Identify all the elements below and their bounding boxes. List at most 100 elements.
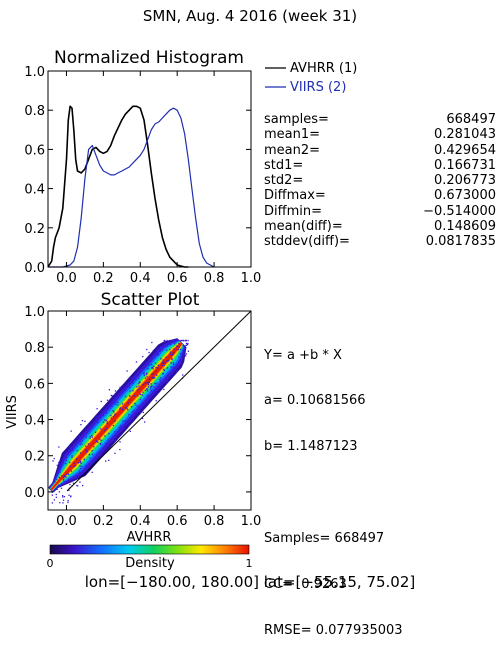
density-speck xyxy=(85,445,87,447)
density-speck xyxy=(151,377,153,379)
density-speck xyxy=(89,457,91,459)
density-speck xyxy=(143,372,145,374)
fit-equation: Y= a +b * X xyxy=(264,347,342,363)
density-speck xyxy=(175,370,177,372)
density-speck xyxy=(79,460,81,462)
density-speck xyxy=(71,456,73,458)
density-speck xyxy=(96,440,98,442)
density-speck xyxy=(148,351,150,354)
density-speck xyxy=(137,395,139,397)
density-speck xyxy=(83,432,85,434)
density-speck xyxy=(173,339,175,342)
density-speck xyxy=(136,372,139,375)
density-speck xyxy=(144,377,147,379)
density-speck xyxy=(172,366,174,369)
density-speck xyxy=(135,404,137,406)
stat-value: 0.673000 xyxy=(433,188,496,204)
histogram-ytick-label: 0.0 xyxy=(24,261,45,276)
density-speck xyxy=(128,399,130,401)
density-speck xyxy=(126,407,128,410)
density-speck xyxy=(162,345,164,347)
stat-value: 668497 xyxy=(446,112,496,127)
density-speck xyxy=(150,385,153,388)
density-speck xyxy=(141,394,144,396)
density-speck xyxy=(159,378,161,381)
density-speck xyxy=(65,459,68,462)
density-speck xyxy=(154,392,156,394)
figure: SMN, Aug. 4 2016 (week 31) Normalized Hi… xyxy=(5,7,357,571)
density-speck xyxy=(181,356,183,358)
density-speck xyxy=(184,339,186,342)
density-speck xyxy=(73,465,75,468)
density-speck xyxy=(57,484,60,486)
density-speck xyxy=(119,425,121,427)
density-speck xyxy=(67,500,69,502)
density-speck xyxy=(81,465,83,468)
density-speck xyxy=(161,381,163,383)
stat-label: std1= xyxy=(264,157,304,173)
density-speck xyxy=(114,390,117,392)
density-speck xyxy=(55,496,57,498)
fit-cc: CC= 0.9263 xyxy=(264,577,347,593)
density-speck xyxy=(164,345,166,348)
density-speck xyxy=(141,417,144,420)
density-speck xyxy=(106,422,108,424)
density-speck xyxy=(60,487,63,489)
density-speck xyxy=(170,366,172,368)
density-speck xyxy=(179,352,182,355)
scatter-xlabel: AVHRR xyxy=(127,530,172,545)
density-speck xyxy=(74,464,77,467)
density-speck xyxy=(124,420,127,422)
density-speck xyxy=(176,339,179,342)
histogram-frame xyxy=(47,70,252,268)
density-speck xyxy=(59,485,61,487)
density-speck xyxy=(171,358,173,360)
density-speck xyxy=(63,496,66,498)
density-speck xyxy=(175,341,177,343)
density-speck xyxy=(171,374,173,376)
stat-value: −0.514000 xyxy=(423,203,496,219)
density-speck xyxy=(154,377,156,379)
density-speck xyxy=(137,405,139,408)
density-speck xyxy=(182,339,184,342)
density-speck xyxy=(170,339,172,342)
density-speck xyxy=(75,477,77,479)
density-speck xyxy=(147,390,149,392)
density-speck xyxy=(80,467,82,470)
density-speck xyxy=(120,430,122,432)
density-speck xyxy=(152,368,154,370)
density-speck xyxy=(94,431,97,433)
density-speck xyxy=(166,345,168,347)
density-speck xyxy=(163,368,165,370)
density-speck xyxy=(164,362,166,364)
colorbar-label: Density xyxy=(125,556,175,571)
density-speck xyxy=(165,356,167,358)
density-speck xyxy=(187,339,189,342)
density-speck xyxy=(162,359,164,361)
scatter-xtick-label: 0.4 xyxy=(130,514,151,529)
stat-value: 0.206773 xyxy=(433,173,496,189)
density-speck xyxy=(155,382,157,384)
density-speck xyxy=(148,381,150,384)
density-speck xyxy=(99,454,101,456)
density-speck xyxy=(53,511,54,512)
density-speck xyxy=(151,341,153,344)
density-speck xyxy=(138,377,140,380)
density-speck xyxy=(102,410,104,412)
density-speck xyxy=(129,395,131,397)
density-speck xyxy=(170,362,172,364)
density-speck xyxy=(79,465,81,467)
histogram-xtick-label: 0.6 xyxy=(167,271,188,286)
density-speck xyxy=(67,501,69,504)
density-speck xyxy=(76,458,78,460)
density-speck xyxy=(73,444,75,446)
regression-results: Y= a +b * X a= 0.10681566 b= 1.1487123 S… xyxy=(264,317,403,654)
density-colorbar: 0 Density 1 xyxy=(47,544,253,571)
density-speck xyxy=(132,418,134,420)
density-speck xyxy=(178,342,180,345)
density-speck xyxy=(126,386,129,388)
density-speck xyxy=(100,443,102,446)
density-speck xyxy=(54,481,56,483)
density-speck xyxy=(163,346,165,348)
density-speck xyxy=(79,481,81,483)
